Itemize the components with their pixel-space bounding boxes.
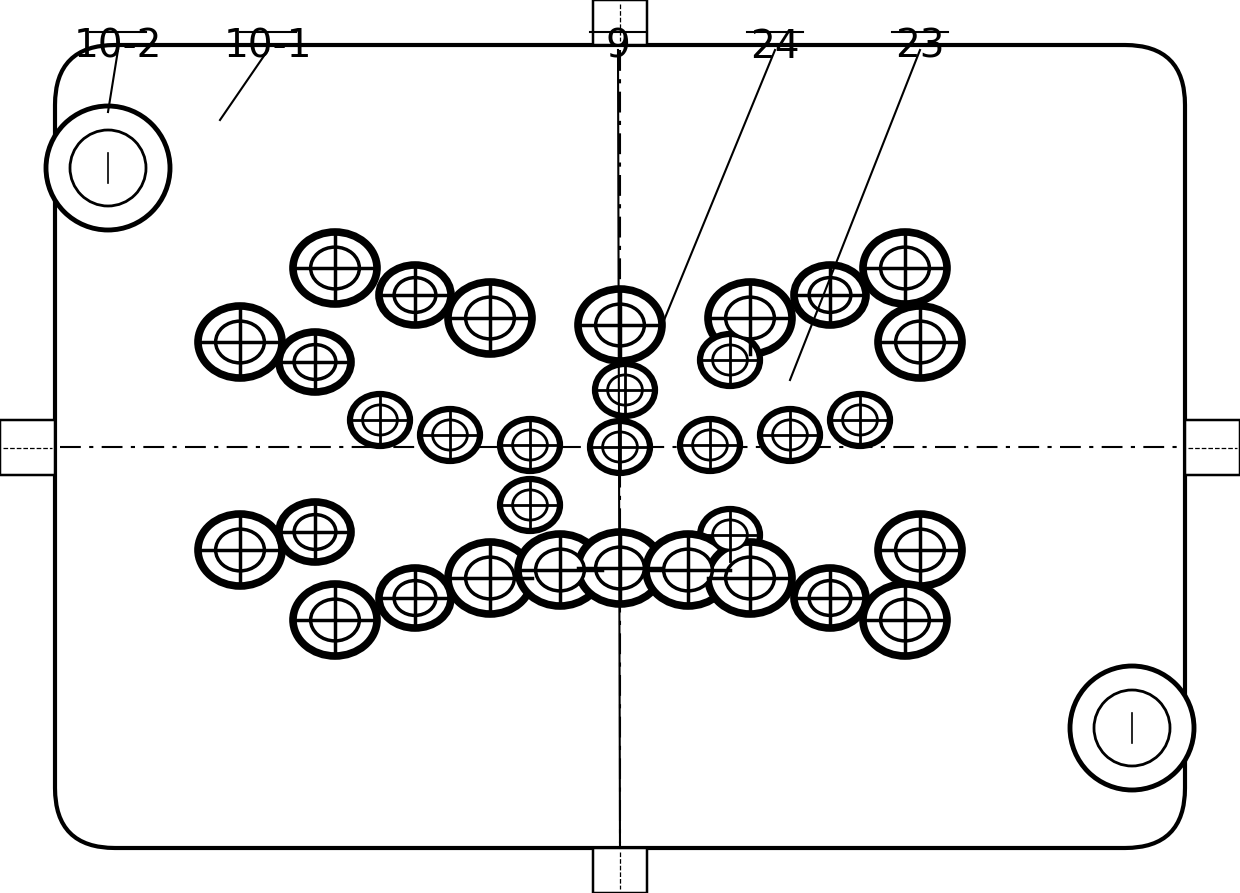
Ellipse shape (500, 479, 560, 531)
Ellipse shape (794, 265, 866, 325)
Ellipse shape (595, 305, 645, 346)
Ellipse shape (590, 421, 650, 473)
Ellipse shape (578, 289, 662, 361)
Ellipse shape (810, 580, 851, 615)
Ellipse shape (701, 334, 760, 386)
Text: 23: 23 (895, 28, 945, 66)
Ellipse shape (500, 419, 560, 471)
Text: 9: 9 (605, 28, 630, 66)
Bar (0, 420, 55, 475)
Ellipse shape (279, 502, 351, 562)
Bar (593, 848, 647, 893)
Ellipse shape (293, 584, 377, 656)
Ellipse shape (693, 430, 728, 460)
Ellipse shape (536, 549, 584, 591)
Ellipse shape (1070, 666, 1194, 790)
Ellipse shape (293, 232, 377, 304)
Ellipse shape (663, 549, 712, 591)
Ellipse shape (878, 306, 962, 378)
Ellipse shape (46, 106, 170, 230)
Ellipse shape (216, 530, 264, 571)
Ellipse shape (895, 321, 945, 363)
Ellipse shape (69, 130, 146, 206)
Ellipse shape (198, 306, 281, 378)
Ellipse shape (279, 332, 351, 392)
Ellipse shape (880, 599, 929, 641)
Bar (1185, 420, 1240, 475)
Ellipse shape (350, 394, 410, 446)
Ellipse shape (420, 409, 480, 461)
Text: 10-1: 10-1 (223, 28, 312, 66)
Ellipse shape (466, 297, 515, 338)
Ellipse shape (708, 282, 792, 354)
Ellipse shape (646, 534, 730, 606)
Ellipse shape (466, 557, 515, 599)
Ellipse shape (794, 568, 866, 628)
Ellipse shape (595, 364, 655, 416)
Ellipse shape (512, 430, 547, 460)
Ellipse shape (394, 580, 436, 615)
Ellipse shape (773, 420, 807, 450)
Ellipse shape (863, 232, 947, 304)
Ellipse shape (595, 547, 645, 588)
Ellipse shape (863, 584, 947, 656)
Ellipse shape (895, 530, 945, 571)
Ellipse shape (311, 247, 360, 288)
Ellipse shape (394, 278, 436, 313)
Ellipse shape (311, 599, 360, 641)
Ellipse shape (379, 265, 451, 325)
Ellipse shape (362, 405, 397, 435)
Text: 10-2: 10-2 (74, 28, 162, 66)
Ellipse shape (433, 420, 467, 450)
Ellipse shape (448, 542, 532, 614)
Ellipse shape (379, 568, 451, 628)
Ellipse shape (830, 394, 890, 446)
Ellipse shape (810, 278, 851, 313)
Ellipse shape (713, 520, 748, 550)
Ellipse shape (725, 557, 774, 599)
Bar (593, 0, 647, 45)
Ellipse shape (216, 321, 264, 363)
Ellipse shape (713, 345, 748, 375)
Ellipse shape (198, 514, 281, 586)
Ellipse shape (294, 345, 336, 380)
Ellipse shape (880, 247, 929, 288)
Text: 24: 24 (750, 28, 800, 66)
Ellipse shape (708, 542, 792, 614)
Ellipse shape (608, 375, 642, 405)
Ellipse shape (578, 532, 662, 604)
Ellipse shape (701, 509, 760, 561)
Ellipse shape (603, 432, 637, 462)
Ellipse shape (448, 282, 532, 354)
Ellipse shape (843, 405, 878, 435)
Ellipse shape (680, 419, 740, 471)
Ellipse shape (878, 514, 962, 586)
Ellipse shape (512, 490, 547, 520)
Ellipse shape (725, 297, 774, 338)
Ellipse shape (760, 409, 820, 461)
Ellipse shape (294, 514, 336, 549)
Ellipse shape (1094, 690, 1171, 766)
Ellipse shape (518, 534, 601, 606)
PathPatch shape (55, 45, 1185, 848)
